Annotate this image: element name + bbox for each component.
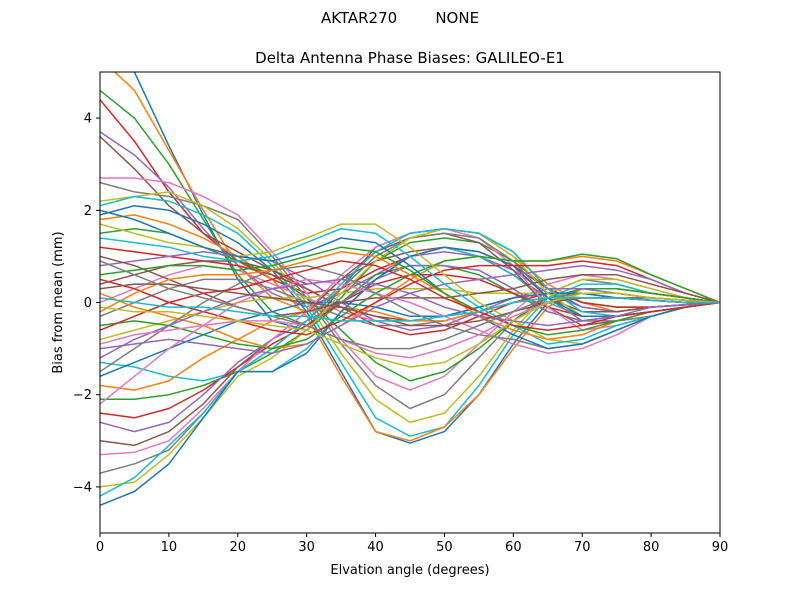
series-line-49 bbox=[100, 297, 720, 322]
y-tick-label: −4 bbox=[73, 480, 92, 495]
series-line-48 bbox=[100, 292, 720, 368]
series-group bbox=[100, 72, 720, 506]
x-tick-label: 10 bbox=[161, 540, 178, 555]
series-line-10 bbox=[100, 204, 720, 444]
figure-suptitle: AKTAR270 NONE bbox=[320, 9, 480, 27]
y-tick-label: 4 bbox=[84, 112, 92, 127]
x-tick-label: 90 bbox=[712, 540, 729, 555]
y-tick-label: 2 bbox=[84, 204, 92, 219]
series-line-11 bbox=[100, 214, 720, 442]
series-line-44 bbox=[100, 278, 720, 359]
series-line-13 bbox=[100, 246, 720, 336]
series-line-30 bbox=[100, 246, 720, 506]
series-line-9 bbox=[100, 195, 720, 437]
series-line-40 bbox=[100, 209, 720, 350]
x-tick-label: 40 bbox=[367, 540, 384, 555]
y-tick-label: 0 bbox=[84, 296, 92, 311]
y-axis-label: Bias from mean (mm) bbox=[51, 231, 66, 373]
x-tick-label: 20 bbox=[230, 540, 247, 555]
x-tick-label: 80 bbox=[643, 540, 660, 555]
x-tick-label: 50 bbox=[436, 540, 453, 555]
series-line-39 bbox=[100, 227, 720, 345]
chart-title: Delta Antenna Phase Biases: GALILEO-E1 bbox=[255, 49, 565, 67]
series-line-8 bbox=[100, 191, 720, 424]
y-tick-label: −2 bbox=[73, 388, 92, 403]
x-tick-label: 70 bbox=[574, 540, 591, 555]
x-tick-label: 0 bbox=[96, 540, 104, 555]
series-line-42 bbox=[100, 246, 720, 336]
x-tick-label: 30 bbox=[298, 540, 315, 555]
x-tick-label: 60 bbox=[505, 540, 522, 555]
series-line-5 bbox=[100, 135, 720, 313]
x-axis-label: Elvation angle (degrees) bbox=[330, 563, 489, 578]
